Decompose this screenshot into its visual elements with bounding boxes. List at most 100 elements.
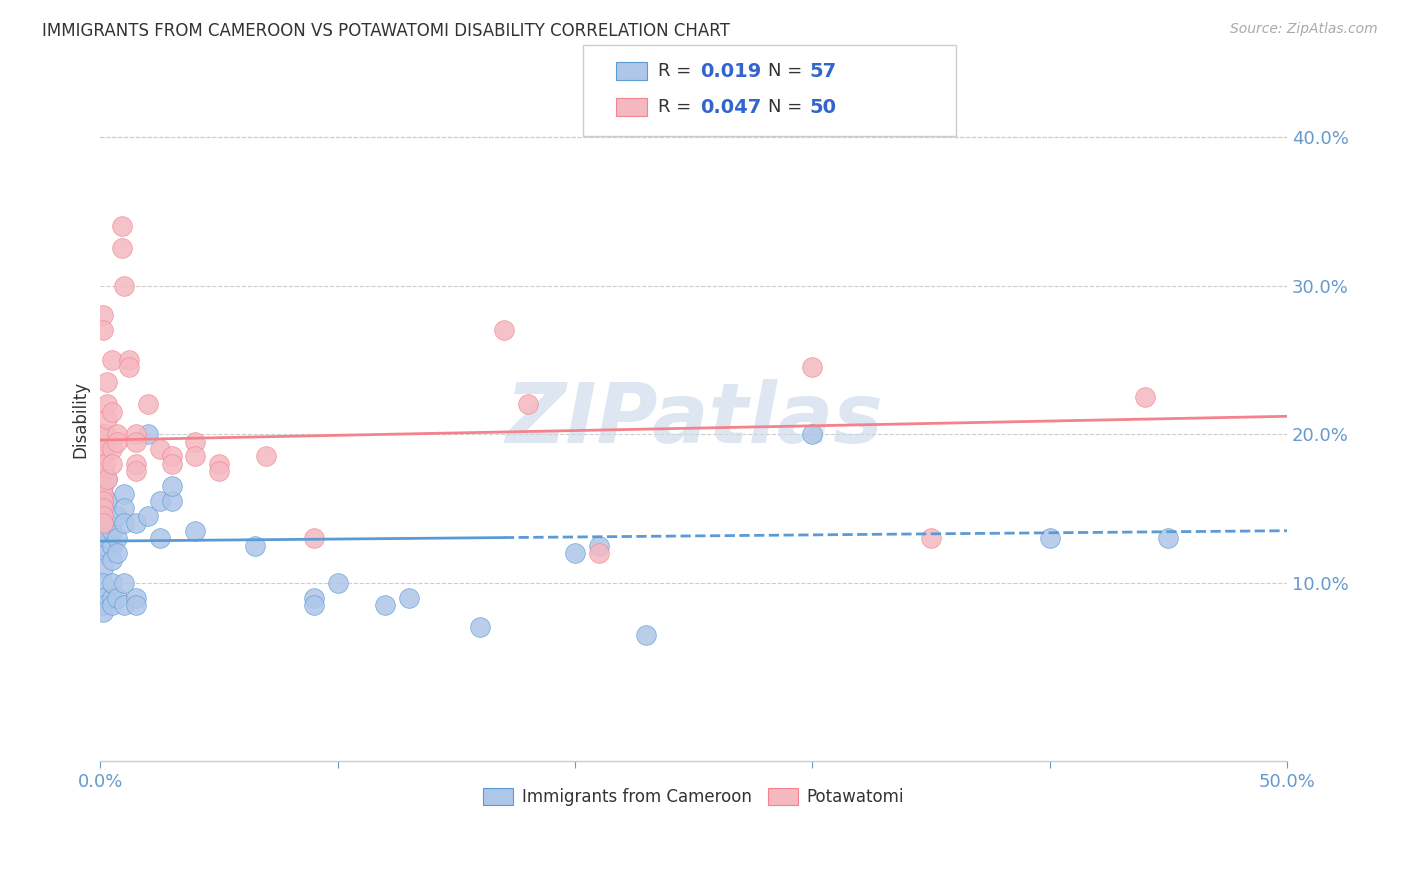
Point [105, 546, 128, 560]
Point [105, 434, 128, 449]
Point [91, 546, 114, 560]
Point [920, 531, 942, 545]
Point [91, 464, 114, 478]
Point [302, 591, 325, 605]
Point [105, 508, 128, 523]
Point [112, 501, 135, 516]
Point [149, 494, 172, 508]
Point [125, 457, 148, 471]
Point [91, 531, 114, 545]
Point [105, 531, 128, 545]
Text: 0.019: 0.019 [700, 62, 762, 81]
Point [101, 457, 124, 471]
Point [91, 479, 114, 493]
Point [105, 591, 128, 605]
Text: R =: R = [658, 62, 697, 80]
Point [91, 591, 114, 605]
Point [160, 494, 183, 508]
Text: 50: 50 [810, 97, 837, 117]
Point [91, 308, 114, 322]
Point [125, 598, 148, 612]
Point [91, 598, 114, 612]
Point [91, 494, 114, 508]
Point [96, 472, 118, 486]
Point [101, 598, 124, 612]
Point [801, 360, 824, 375]
Point [136, 508, 159, 523]
Point [208, 464, 231, 478]
Point [91, 464, 114, 478]
Point [801, 427, 824, 442]
Point [91, 539, 114, 553]
Point [94, 427, 117, 442]
Point [136, 427, 159, 442]
Point [516, 397, 538, 411]
Text: 57: 57 [810, 62, 837, 81]
Point [96, 472, 118, 486]
Point [105, 427, 128, 442]
Point [125, 464, 148, 478]
Point [149, 442, 172, 456]
Text: IMMIGRANTS FROM CAMEROON VS POTAWATOMI DISABILITY CORRELATION CHART: IMMIGRANTS FROM CAMEROON VS POTAWATOMI D… [42, 22, 730, 40]
Point [91, 494, 114, 508]
Point [96, 494, 118, 508]
Point [184, 524, 207, 538]
Text: N =: N = [768, 62, 807, 80]
Point [111, 241, 134, 255]
Point [91, 516, 114, 531]
Point [184, 434, 207, 449]
Point [91, 575, 114, 590]
Point [125, 516, 148, 531]
Legend: Immigrants from Cameroon, Potawatomi: Immigrants from Cameroon, Potawatomi [475, 780, 912, 814]
Point [492, 323, 515, 337]
Point [112, 278, 135, 293]
Point [184, 450, 207, 464]
Point [160, 479, 183, 493]
Point [149, 531, 172, 545]
Point [118, 360, 141, 375]
Point [91, 323, 114, 337]
Point [326, 575, 349, 590]
Point [160, 457, 183, 471]
Point [101, 575, 124, 590]
Text: R =: R = [658, 98, 697, 116]
Point [302, 531, 325, 545]
Point [96, 531, 118, 545]
Point [94, 457, 117, 471]
Text: N =: N = [768, 98, 807, 116]
Point [112, 486, 135, 500]
Text: Source: ZipAtlas.com: Source: ZipAtlas.com [1230, 22, 1378, 37]
Point [1039, 531, 1062, 545]
Point [1133, 390, 1156, 404]
Point [101, 553, 124, 567]
Point [101, 539, 124, 553]
Point [96, 375, 118, 389]
Point [91, 508, 114, 523]
Text: 0.047: 0.047 [700, 97, 762, 117]
Point [636, 628, 658, 642]
Point [398, 591, 420, 605]
Point [94, 442, 117, 456]
Point [101, 442, 124, 456]
Point [125, 427, 148, 442]
Point [91, 561, 114, 575]
Point [125, 591, 148, 605]
Point [118, 352, 141, 367]
Point [374, 598, 396, 612]
Text: ZIPatlas: ZIPatlas [505, 379, 883, 459]
Point [208, 457, 231, 471]
Point [1157, 531, 1180, 545]
Point [91, 524, 114, 538]
Point [91, 501, 114, 516]
Point [91, 508, 114, 523]
Point [588, 539, 610, 553]
Point [91, 486, 114, 500]
Point [101, 524, 124, 538]
Y-axis label: Disability: Disability [72, 381, 89, 458]
Point [243, 539, 266, 553]
Point [91, 606, 114, 620]
Point [112, 598, 135, 612]
Point [112, 575, 135, 590]
Point [160, 450, 183, 464]
Point [91, 450, 114, 464]
